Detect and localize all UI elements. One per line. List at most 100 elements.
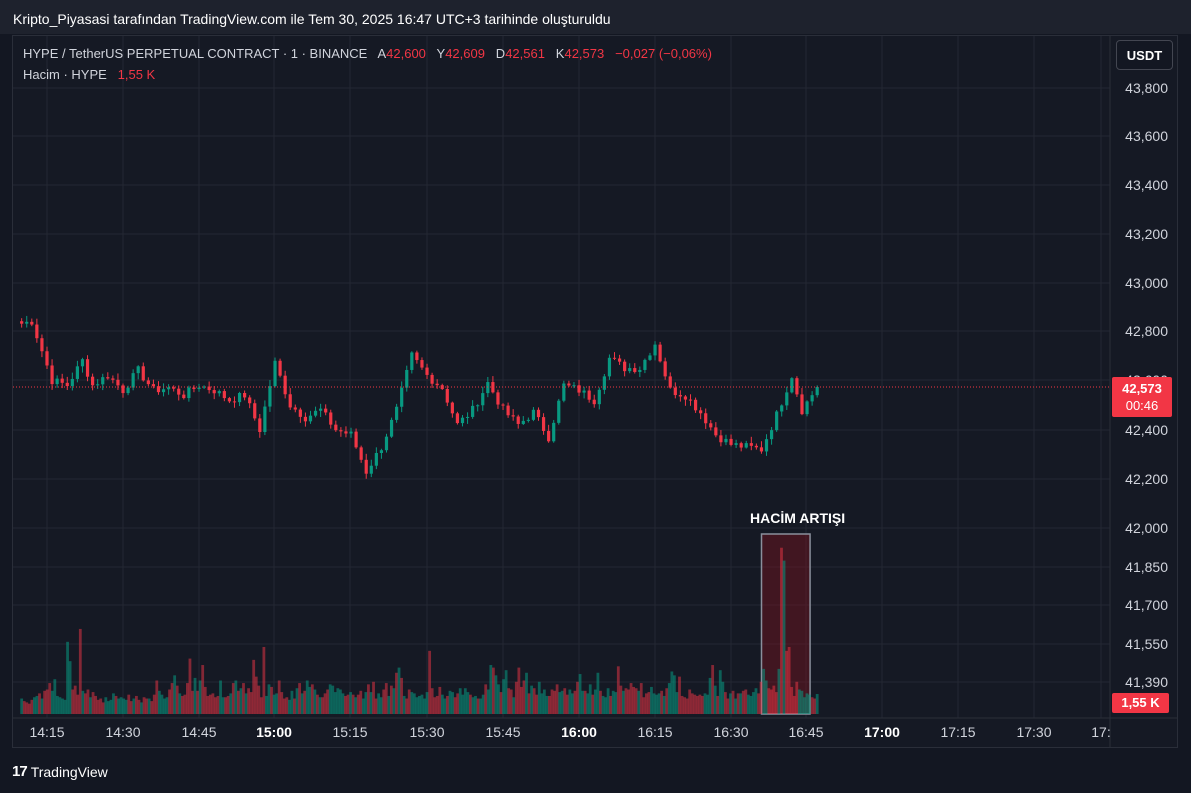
volume-bar (706, 694, 709, 714)
candle-body (65, 382, 69, 387)
candle-body (384, 436, 389, 451)
candle-body (116, 379, 120, 386)
volume-bar (61, 698, 64, 714)
volume-bar (341, 693, 345, 714)
volume-bar (540, 693, 544, 714)
volume-bar (305, 680, 309, 714)
volume-bar (140, 702, 143, 714)
volume-bar (813, 698, 817, 714)
candle-body (526, 419, 530, 421)
volume-bar (84, 693, 87, 714)
chart-frame[interactable] (12, 35, 1178, 748)
candle-body (415, 352, 419, 361)
volume-bar (616, 666, 620, 714)
volume-bar (389, 685, 393, 714)
volume-bar (721, 681, 725, 714)
volume-bar (634, 688, 638, 714)
candle-body (172, 387, 176, 389)
volume-bar (142, 697, 146, 714)
volume-label[interactable]: Hacim · HYPE (23, 67, 107, 82)
candle-body (653, 344, 657, 356)
volume-bar (685, 698, 689, 714)
candle-body (101, 377, 105, 385)
high-value: 42,609 (445, 46, 485, 61)
volume-bar (443, 698, 447, 714)
volume-bar (280, 692, 284, 714)
candle-body (379, 450, 384, 453)
candle-body (592, 399, 596, 405)
volume-bar (282, 698, 286, 714)
candle-body (369, 465, 373, 474)
candle-body (91, 376, 95, 386)
candle-body (288, 394, 292, 408)
volume-bar (790, 686, 794, 714)
time-tick-label: 14:30 (105, 724, 140, 740)
volume-bar (25, 702, 29, 714)
volume-bar (38, 693, 41, 714)
volume-bar (520, 686, 523, 714)
volume-bar (89, 697, 92, 714)
candle-body (344, 431, 348, 434)
time-tick-label: 15:45 (485, 724, 520, 740)
volume-bar (466, 692, 470, 714)
volume-bar (792, 695, 796, 714)
volume-bar (491, 667, 495, 714)
tradingview-brand[interactable]: 17 TradingView (12, 763, 108, 780)
price-tick-label: 41,850 (1125, 559, 1168, 575)
volume-bar (132, 698, 136, 714)
volume-bar (548, 695, 551, 714)
candle-body (714, 427, 718, 436)
candle-body (536, 409, 541, 418)
volume-bar (764, 680, 768, 714)
price-tick-label: 42,800 (1125, 323, 1168, 339)
candle-body (699, 410, 703, 414)
volume-bar (35, 695, 39, 714)
volume-bar (203, 686, 207, 714)
volume-bar (542, 689, 546, 714)
volume-bar (581, 690, 585, 714)
candle-body (769, 430, 774, 440)
candle-body (597, 389, 601, 405)
volume-bar (214, 697, 217, 714)
ohlc-legend: HYPE / TetherUS PERPETUAL CONTRACT · 1 ·… (23, 46, 712, 61)
volume-bar (379, 697, 383, 714)
candle-body (815, 386, 819, 396)
candle-body (349, 431, 353, 434)
volume-bar (530, 685, 534, 714)
volume-bar (504, 670, 508, 714)
volume-bar (762, 668, 766, 714)
volume-bar (746, 694, 750, 714)
candle-body (222, 391, 226, 399)
candle-body (430, 374, 434, 384)
volume-bar (440, 694, 444, 714)
volume-bar (127, 694, 131, 714)
volume-bar (129, 701, 133, 714)
volume-bar (191, 690, 194, 714)
volume-bar (576, 681, 579, 714)
candle-body (805, 401, 809, 415)
volume-bar (670, 671, 674, 714)
volume-bar (573, 690, 577, 714)
volume-bar (137, 699, 141, 714)
volume-bar (356, 694, 360, 714)
candle-body (729, 438, 733, 445)
volume-bar (741, 690, 745, 714)
volume-bar (772, 685, 776, 714)
volume-bar (723, 692, 727, 714)
volume-bar (58, 697, 62, 714)
candle-body (156, 386, 161, 393)
currency-button[interactable]: USDT (1116, 40, 1173, 70)
candle-body (471, 405, 475, 417)
volume-bar (484, 684, 488, 714)
volume-bar (405, 698, 409, 714)
symbol-description[interactable]: HYPE / TetherUS PERPETUAL CONTRACT · 1 ·… (23, 46, 368, 61)
volume-bar (759, 681, 763, 714)
volume-bar (91, 692, 95, 714)
price-tick-label: 42,400 (1125, 422, 1168, 438)
volume-bar (122, 698, 126, 714)
candle-body (395, 406, 399, 420)
volume-bar (563, 688, 567, 714)
candle-body (121, 385, 125, 394)
volume-bar (800, 690, 804, 714)
